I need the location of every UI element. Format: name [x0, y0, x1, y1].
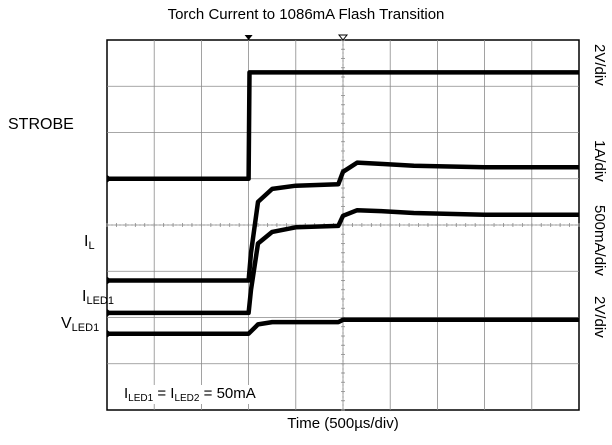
annotation-text: I — [124, 385, 129, 402]
series-label-sub: L — [88, 240, 95, 252]
series-label-il: IL — [84, 233, 95, 252]
x-axis-label: Time (500µs/div) — [287, 415, 399, 432]
current-annotation: ILED1 = ILED2 = 50mA — [122, 385, 258, 404]
chart-title: Torch Current to 1086mA Flash Transition — [167, 6, 445, 23]
annotation-text: = I — [153, 385, 175, 402]
series-label-vled1: VLED1 — [61, 315, 99, 334]
series-line-iled1 — [107, 207, 579, 316]
series-label-iled1: ILED1 — [82, 288, 114, 307]
series-label-main: I — [82, 288, 87, 305]
series-label-main: STROBE — [8, 116, 74, 133]
series-line-il — [107, 160, 579, 283]
trigger-position-marker — [337, 34, 349, 41]
channel-scales: 2V/div 1A/div 500mA/div 2V/div — [591, 44, 608, 338]
annotation-text: = 50mA — [199, 385, 256, 402]
series-line-strobe — [107, 70, 579, 182]
annotation-sub: LED1 — [128, 393, 154, 404]
series-label-sub: LED1 — [71, 322, 100, 334]
series-label-sub: LED1 — [86, 295, 114, 307]
annotation-sub: LED2 — [174, 393, 200, 404]
trigger-marker — [244, 35, 253, 40]
series-label-strobe: STROBE — [8, 116, 74, 134]
series-line-vled1 — [107, 317, 579, 336]
series-label-main: I — [84, 233, 89, 250]
series-label-main: V — [61, 315, 72, 332]
